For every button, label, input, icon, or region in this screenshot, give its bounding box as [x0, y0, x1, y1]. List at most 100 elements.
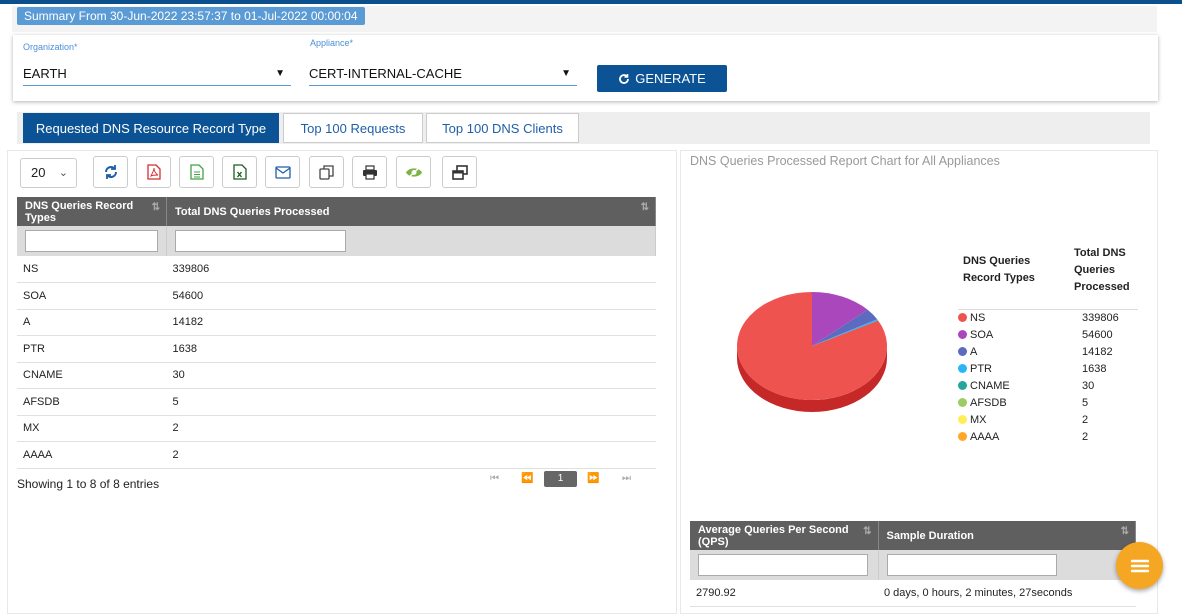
table-row: SOA 54600 [17, 282, 656, 310]
page-size-value: 20 [31, 165, 46, 180]
appliance-select[interactable]: CERT-INTERNAL-CACHE ▼ [309, 64, 577, 86]
total-processed-cell: 1638 [166, 335, 656, 363]
export-pdf-button[interactable] [136, 156, 171, 188]
organization-value: EARTH [23, 66, 67, 81]
record-type-cell: AFSDB [17, 388, 167, 416]
table-row: A 14182 [17, 309, 656, 336]
legend-value: 14182 [1082, 345, 1113, 358]
pie-slice-soa[interactable] [812, 292, 868, 346]
prev-page-icon[interactable]: ⏪ [521, 473, 534, 484]
summary-badge: Summary From 30-Jun-2022 23:57:37 to 01-… [17, 7, 365, 25]
filter-card: Organization* EARTH ▼ Appliance* CERT-IN… [13, 35, 1158, 101]
caret-down-icon: ▼ [561, 68, 571, 79]
caret-down-icon: ▼ [275, 68, 285, 79]
legend-item[interactable]: CNAME 30 [958, 377, 1138, 394]
restore-window-button[interactable] [442, 156, 477, 188]
table-row: AFSDB 5 [17, 388, 656, 416]
column-header-qps[interactable]: Average Queries Per Second (QPS) ⇅ [690, 521, 879, 550]
chevron-down-icon: ⌄ [58, 167, 68, 179]
organization-select[interactable]: EARTH ▼ [23, 64, 291, 86]
legend-label: CNAME [970, 379, 1010, 392]
table-row: 2790.92 0 days, 0 hours, 2 minutes, 27se… [690, 580, 1136, 607]
total-filter-input[interactable] [175, 230, 346, 252]
legend-value: 2 [1082, 430, 1089, 443]
page-button-current[interactable]: 1 [544, 471, 577, 487]
legend-label: MX [970, 413, 987, 426]
column-header-sample-duration[interactable]: Sample Duration ⇅ [878, 521, 1136, 550]
pagination: ⏮ ⏪ 1 ⏩ ⏭ [478, 471, 643, 487]
email-button[interactable] [265, 156, 300, 188]
pie-slice-afsdb[interactable] [812, 320, 879, 346]
legend-item[interactable]: AAAA 2 [958, 428, 1138, 445]
tab-top-clients[interactable]: Top 100 DNS Clients [426, 113, 579, 143]
next-page-icon[interactable]: ⏩ [587, 473, 600, 484]
generate-button[interactable]: GENERATE [597, 65, 727, 92]
legend-swatch [958, 330, 967, 339]
copy-button[interactable] [309, 156, 344, 188]
column-header-record-types[interactable]: DNS Queries Record Types ⇅ [17, 197, 167, 226]
total-processed-cell: 339806 [166, 256, 656, 283]
chart-title: DNS Queries Processed Report Chart for A… [690, 154, 1000, 168]
legend-item[interactable]: MX 2 [958, 411, 1138, 428]
pdf-icon [146, 164, 161, 180]
visibility-icon [405, 165, 422, 179]
legend-header-types: DNS Queries Record Types [963, 255, 1035, 284]
print-icon [362, 164, 377, 180]
page-size-select[interactable]: 20 ⌄ [20, 158, 77, 188]
legend-item[interactable]: AFSDB 5 [958, 394, 1138, 411]
sort-icon: ⇅ [151, 202, 160, 213]
pie-slice-mx[interactable] [812, 320, 879, 346]
record-type-cell: NS [17, 256, 167, 283]
menu-fab-button[interactable] [1116, 542, 1163, 589]
legend-label: A [970, 345, 978, 358]
export-excel-button[interactable] [222, 156, 257, 188]
table-row: MX 2 [17, 415, 656, 442]
legend-label: PTR [970, 362, 992, 375]
legend-divider [958, 309, 1138, 310]
top-accent-bar [0, 0, 1182, 4]
appliance-label: Appliance* [310, 38, 354, 48]
tab-record-type[interactable]: Requested DNS Resource Record Type [23, 113, 279, 143]
legend-item[interactable]: PTR 1638 [958, 360, 1138, 377]
column-visibility-button[interactable] [396, 156, 431, 188]
pie-slice-ptr[interactable] [812, 319, 879, 346]
last-page-icon[interactable]: ⏭ [622, 473, 631, 484]
record-type-cell: AAAA [17, 441, 167, 469]
legend-value: 54600 [1082, 328, 1113, 341]
organization-label: Organization* [23, 42, 78, 52]
qps-value: 2790.92 [690, 580, 878, 607]
pie-slice-cname[interactable] [812, 320, 879, 346]
column-header-total-processed[interactable]: Total DNS Queries Processed ⇅ [166, 197, 656, 226]
duration-filter-input[interactable] [886, 554, 1057, 576]
legend-item[interactable]: NS 339806 [958, 309, 1138, 326]
entries-info: Showing 1 to 8 of 8 entries [17, 477, 160, 491]
legend-value: 2 [1082, 413, 1089, 426]
excel-icon [232, 164, 247, 180]
qps-filter-input[interactable] [698, 554, 868, 576]
record-type-cell: PTR [17, 335, 167, 363]
record-type-cell: SOA [17, 282, 167, 310]
record-type-filter-input[interactable] [25, 230, 158, 252]
legend-item[interactable]: SOA 54600 [958, 326, 1138, 343]
qps-table: Average Queries Per Second (QPS) ⇅ Sample… [690, 521, 1136, 607]
legend-item[interactable]: A 14182 [958, 343, 1138, 360]
table-row: NS 339806 [17, 256, 656, 283]
email-icon [274, 165, 291, 179]
first-page-icon[interactable]: ⏮ [490, 473, 499, 484]
tab-top-requests[interactable]: Top 100 Requests [283, 113, 423, 143]
export-csv-button[interactable] [179, 156, 214, 188]
legend-swatch [958, 347, 967, 356]
record-type-cell: MX [17, 415, 167, 442]
refresh-button[interactable] [93, 156, 128, 188]
copy-icon [319, 164, 334, 180]
pie-slice-a[interactable] [812, 309, 878, 346]
legend-swatch [958, 398, 967, 407]
print-button[interactable] [352, 156, 387, 188]
record-type-cell: A [17, 309, 167, 336]
pie-slice-aaaa[interactable] [812, 320, 879, 346]
refresh-icon [104, 165, 117, 179]
legend-swatch [958, 364, 967, 373]
menu-icon [1130, 559, 1149, 572]
legend-swatch [958, 381, 967, 390]
pie-side-wall [737, 346, 887, 412]
